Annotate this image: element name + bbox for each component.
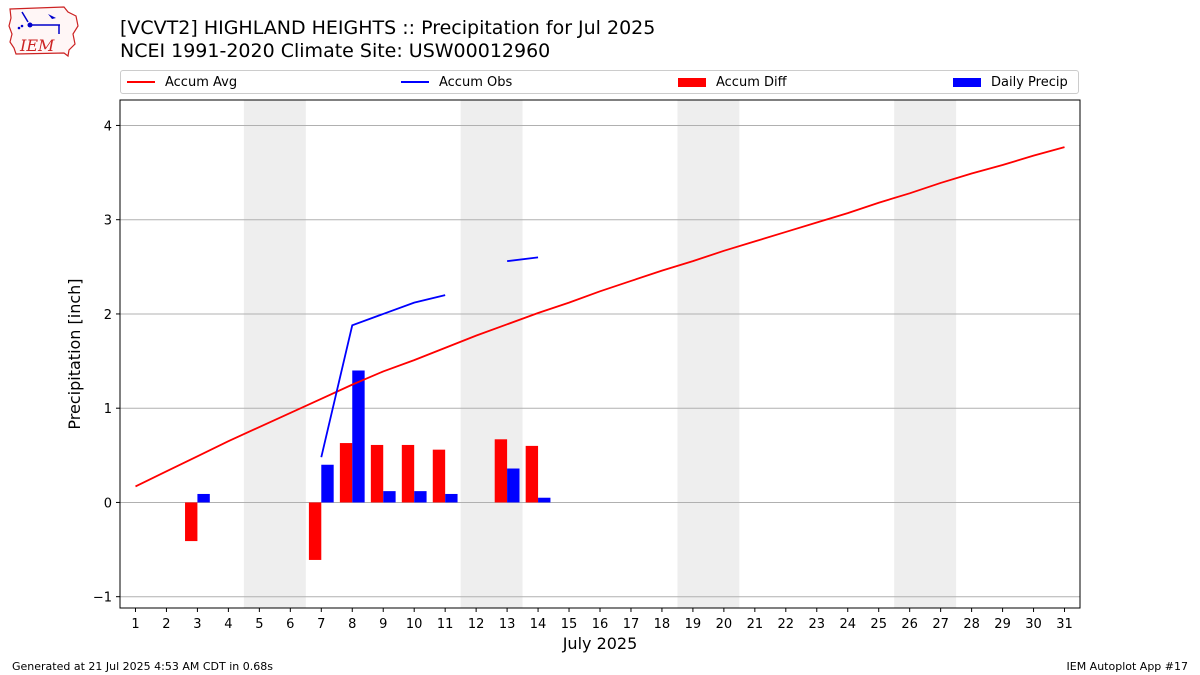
x-tick-label: 17: [623, 617, 640, 632]
daily-precip-bar: [414, 491, 427, 503]
legend-item-accum-avg: Accum Avg: [127, 74, 237, 90]
iem-logo: IEM: [6, 4, 82, 64]
accum-diff-bar: [370, 444, 384, 503]
x-tick-label: 3: [193, 617, 201, 632]
x-tick-label: 27: [932, 617, 949, 632]
y-tick-label: 0: [104, 496, 112, 511]
legend-swatch-accum-avg: [127, 81, 155, 83]
accum-diff-bar: [494, 439, 508, 503]
x-tick-label: 20: [716, 617, 733, 632]
x-tick-label: 8: [348, 617, 356, 632]
y-tick-label: 1: [104, 402, 112, 417]
x-tick-label: 30: [1025, 617, 1042, 632]
x-tick-label: 25: [870, 617, 887, 632]
y-tick-label: 4: [104, 119, 112, 134]
daily-precip-bar: [507, 468, 520, 503]
y-axis-label: Precipitation [inch]: [65, 278, 84, 429]
legend-item-accum-diff: Accum Diff: [678, 74, 787, 90]
legend-item-daily-precip: Daily Precip: [953, 74, 1068, 90]
x-tick-label: 13: [499, 617, 516, 632]
accum-diff-bar: [185, 502, 198, 542]
accum-diff-bar: [401, 444, 415, 503]
daily-precip-bar: [383, 491, 396, 503]
legend: Accum Avg Accum Obs Accum Diff Daily Pre…: [120, 70, 1079, 94]
x-tick-label: 19: [685, 617, 702, 632]
accum-avg-line: [135, 146, 1065, 488]
accum-obs-line: [320, 294, 446, 458]
legend-swatch-accum-obs: [401, 81, 429, 83]
chart-title: [VCVT2] HIGHLAND HEIGHTS :: Precipitatio…: [120, 17, 656, 39]
y-tick-label: 2: [104, 308, 112, 323]
x-axis-label: July 2025: [562, 634, 638, 653]
x-tick-label: 4: [224, 617, 232, 632]
x-tick-label: 22: [778, 617, 795, 632]
iem-logo-text: IEM: [19, 36, 55, 55]
y-tick-label: 3: [104, 214, 112, 229]
x-tick-label: 7: [317, 617, 325, 632]
x-tick-label: 21: [747, 617, 764, 632]
daily-precip-bar: [321, 464, 334, 503]
legend-label-accum-avg: Accum Avg: [165, 74, 238, 90]
legend-label-accum-obs: Accum Obs: [439, 74, 513, 90]
daily-precip-bar: [538, 497, 551, 503]
x-tick-label: 10: [406, 617, 423, 632]
x-tick-label: 29: [994, 617, 1011, 632]
chart-subtitle: NCEI 1991-2020 Climate Site: USW00012960: [120, 40, 551, 62]
x-tick-label: 6: [286, 617, 294, 632]
x-tick-label: 15: [561, 617, 578, 632]
accum-obs-line: [506, 256, 539, 263]
weekend-band: [460, 100, 523, 608]
x-tick-label: 18: [654, 617, 671, 632]
x-tick-label: 5: [255, 617, 263, 632]
x-tick-label: 24: [839, 617, 856, 632]
accum-diff-bar: [525, 445, 539, 503]
x-tick-label: 1: [131, 617, 139, 632]
weekend-band: [243, 100, 306, 608]
accum-diff-bar: [308, 502, 322, 560]
x-tick-label: 12: [468, 617, 485, 632]
legend-swatch-daily-precip: [953, 77, 981, 87]
daily-precip-bar: [352, 370, 365, 503]
weekend-band: [677, 100, 740, 608]
accum-diff-bar: [432, 449, 446, 503]
daily-precip-bar: [445, 493, 458, 503]
app-label: IEM Autoplot App #17: [1066, 660, 1189, 673]
x-tick-label: 16: [592, 617, 609, 632]
legend-item-accum-obs: Accum Obs: [401, 74, 512, 90]
weekend-band: [894, 100, 957, 608]
x-tick-label: 11: [437, 617, 454, 632]
y-tick-label: −1: [93, 591, 112, 606]
x-tick-label: 9: [379, 617, 387, 632]
daily-precip-bar: [197, 493, 210, 503]
legend-label-daily-precip: Daily Precip: [991, 74, 1068, 90]
accum-diff-bar: [339, 443, 353, 503]
legend-swatch-accum-diff: [678, 77, 706, 87]
x-tick-label: 23: [809, 617, 826, 632]
x-tick-label: 2: [162, 617, 170, 632]
x-tick-label: 14: [530, 617, 547, 632]
x-tick-label: 28: [963, 617, 980, 632]
legend-label-accum-diff: Accum Diff: [716, 74, 787, 90]
generated-timestamp: Generated at 21 Jul 2025 4:53 AM CDT in …: [12, 660, 273, 673]
x-tick-label: 26: [901, 617, 918, 632]
x-tick-label: 31: [1056, 617, 1073, 632]
